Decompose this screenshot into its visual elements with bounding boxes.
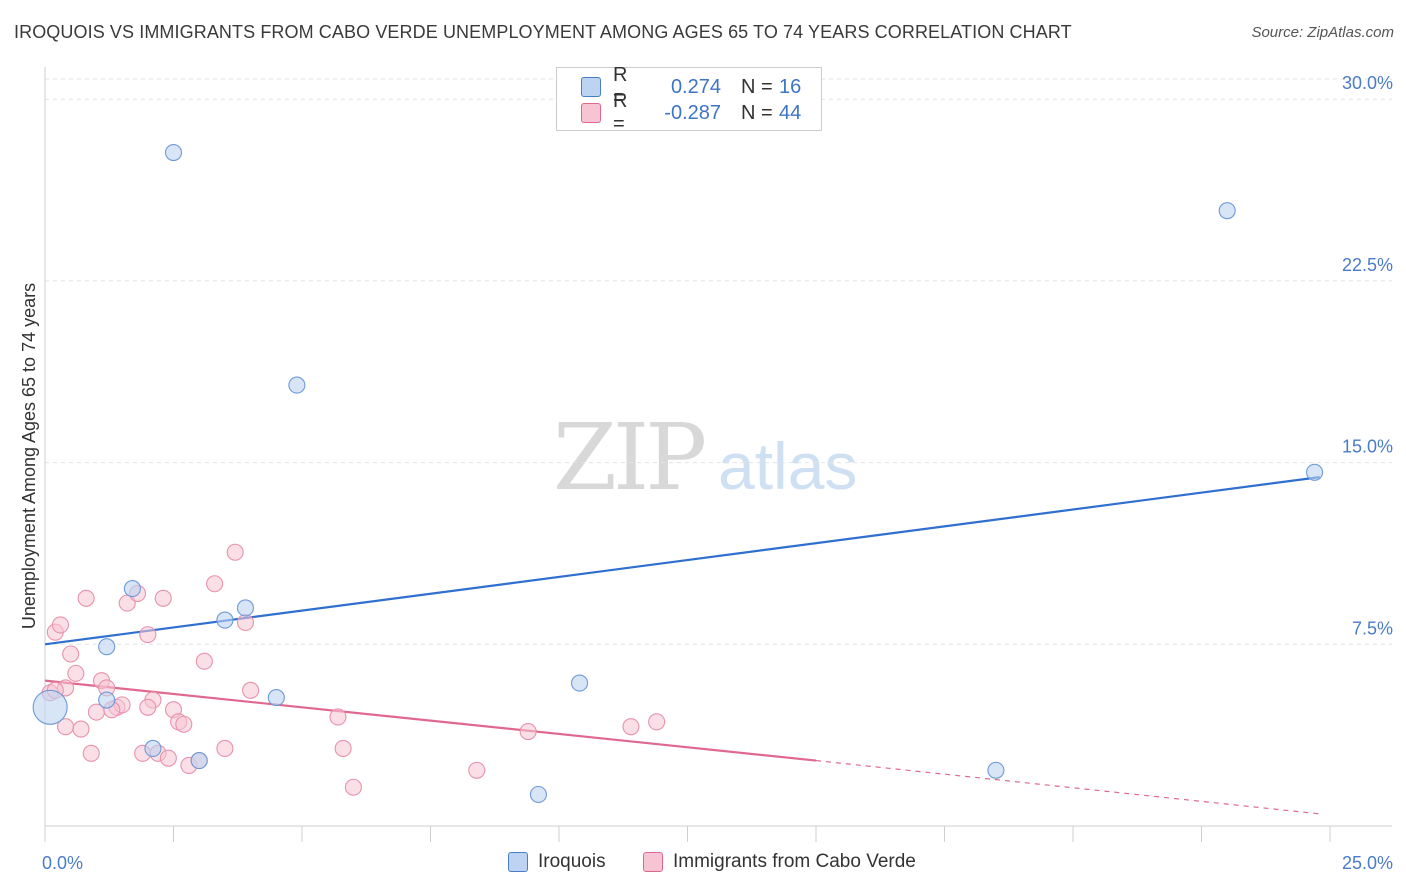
point-iroquois — [1218, 202, 1236, 220]
point-iroquois — [144, 739, 162, 758]
watermark-zip: ZIP — [553, 404, 707, 511]
tick-labels: 7.5% 15.0% 22.5% 30.0% 0.0% 25.0% — [42, 73, 1393, 873]
point-cabo-verde — [226, 543, 244, 561]
point-cabo-verde — [334, 739, 352, 758]
point-iroquois — [164, 143, 183, 162]
point-cabo-verde — [648, 713, 666, 731]
legend-label-iroquois: Iroquois — [538, 851, 606, 872]
legend-r-label: R = — [613, 90, 628, 135]
point-cabo-verde — [468, 761, 486, 779]
point-iroquois — [236, 599, 255, 617]
point-cabo-verde — [82, 744, 100, 762]
legend-swatch-cabo-verde — [643, 852, 663, 872]
legend-swatch-iroquois — [581, 77, 601, 97]
y-tick-label: 7.5% — [1352, 618, 1393, 638]
point-iroquois — [216, 611, 234, 629]
legend-r-value: 0.274 — [670, 75, 721, 98]
axes — [44, 67, 1392, 842]
point-cabo-verde — [159, 749, 177, 767]
point-cabo-verde — [236, 613, 255, 632]
legend-item-iroquois: Iroquois — [508, 851, 606, 873]
point-cabo-verde — [344, 778, 362, 796]
y-tick-label: 30.0% — [1342, 73, 1393, 93]
x-tick-label: 0.0% — [42, 853, 83, 873]
legend-r-value: -0.287 — [664, 101, 721, 124]
data-points — [32, 143, 1324, 804]
point-iroquois — [98, 691, 116, 709]
point-cabo-verde — [175, 715, 193, 733]
point-iroquois — [529, 785, 547, 804]
legend-label-cabo-verde: Immigrants from Cabo Verde — [673, 851, 916, 872]
point-cabo-verde — [51, 616, 69, 634]
y-axis-label: Unemployment Among Ages 65 to 74 years — [19, 283, 39, 629]
source-label: Source: ZipAtlas.com — [1251, 24, 1394, 41]
chart-title: IROQUOIS VS IMMIGRANTS FROM CABO VERDE U… — [14, 22, 1072, 42]
point-cabo-verde — [329, 708, 347, 726]
point-cabo-verde — [622, 718, 640, 736]
point-cabo-verde — [139, 698, 157, 716]
trend-line-cabo-verde-extension — [815, 759, 1320, 815]
point-iroquois — [288, 376, 306, 394]
point-iroquois — [123, 580, 141, 598]
legend-n-label: N = — [741, 75, 773, 98]
x-tick-label: 25.0% — [1342, 853, 1393, 873]
point-iroquois — [190, 752, 208, 770]
legend-n-value: 16 — [779, 75, 802, 98]
watermark-atlas: atlas — [718, 429, 858, 503]
legend-n-label: N = — [741, 101, 773, 124]
point-cabo-verde — [72, 720, 90, 738]
point-cabo-verde — [216, 739, 234, 758]
legend-swatch-iroquois — [508, 852, 528, 872]
point-iroquois — [32, 689, 68, 725]
point-cabo-verde — [77, 589, 95, 607]
series-legend: Iroquois Immigrants from Cabo Verde — [0, 851, 1406, 877]
point-cabo-verde — [154, 589, 172, 607]
point-cabo-verde — [242, 681, 260, 699]
point-cabo-verde — [139, 626, 157, 644]
point-iroquois — [1306, 463, 1324, 481]
trend-lines — [44, 476, 1320, 815]
legend-row-cabo-verde: R = -0.287 N = 44 — [581, 90, 802, 135]
grid-lines — [45, 78, 1392, 645]
legend-row-iroquois: R = 0.274 N = 16 — [581, 64, 802, 109]
legend-item-cabo-verde: Immigrants from Cabo Verde — [643, 851, 916, 873]
point-cabo-verde — [62, 645, 80, 663]
legend-r-label: R = — [613, 64, 628, 109]
legend-n-value: 44 — [779, 101, 802, 124]
point-cabo-verde — [519, 722, 537, 741]
y-tick-label: 22.5% — [1342, 255, 1393, 275]
trend-line-iroquois — [44, 476, 1320, 646]
trend-line-cabo-verde — [44, 679, 817, 762]
point-cabo-verde — [195, 652, 213, 670]
legend-swatch-cabo-verde — [581, 103, 601, 123]
point-iroquois — [267, 689, 285, 707]
point-cabo-verde — [67, 664, 85, 682]
point-iroquois — [98, 638, 116, 656]
point-cabo-verde — [206, 575, 224, 593]
correlation-legend: R = 0.274 N = 16 R = -0.287 N = 44 — [556, 64, 822, 135]
point-iroquois — [987, 761, 1005, 779]
y-tick-label: 15.0% — [1342, 437, 1393, 457]
point-iroquois — [571, 674, 589, 692]
